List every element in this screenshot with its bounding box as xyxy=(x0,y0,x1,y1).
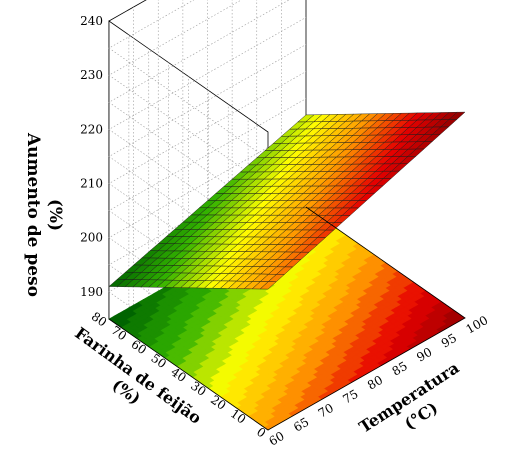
gridline-z xyxy=(108,17,307,241)
x-tick-label: 80 xyxy=(365,373,385,393)
x-tick-label: 95 xyxy=(439,331,459,351)
gridline-z xyxy=(108,0,269,187)
z-tick-label: 220 xyxy=(80,122,103,136)
gridline-z xyxy=(108,44,307,268)
z-axis-title: Aumento de peso (%) xyxy=(23,132,65,297)
tick-labels: 1902002102202302400102030405060708060657… xyxy=(80,14,490,449)
x-tick-label: 100 xyxy=(464,313,491,337)
x-axis-title: Temperatura (°C) xyxy=(356,358,463,437)
y-tick-label: 0 xyxy=(254,425,268,441)
x-tick-label: 70 xyxy=(316,401,336,421)
x-tick-label: 65 xyxy=(291,415,311,435)
x-tick-label: 90 xyxy=(414,345,434,365)
gridline-z xyxy=(108,98,307,322)
gridline-z xyxy=(108,179,307,404)
x-tick-label: 60 xyxy=(267,429,287,449)
gridline-z xyxy=(108,152,307,377)
z-tick-label: 240 xyxy=(80,14,103,28)
floor-edge xyxy=(108,206,466,431)
z-tick-label: 190 xyxy=(80,285,103,299)
gridline-z xyxy=(108,0,269,160)
y-tick-label: 80 xyxy=(89,309,110,329)
response-surface xyxy=(108,111,466,431)
z-axis-title-line2: (%) xyxy=(45,199,65,231)
z-tick-label: 230 xyxy=(80,68,103,82)
floor-contour xyxy=(108,206,466,431)
gridline-z xyxy=(108,71,307,295)
x-tick-label: 75 xyxy=(340,387,360,407)
gridline-z xyxy=(108,125,307,349)
gridline-z xyxy=(108,0,290,214)
surface-cell xyxy=(108,279,126,287)
z-axis-title-line1: Aumento de peso xyxy=(23,132,43,297)
z-tick-label: 210 xyxy=(80,177,103,191)
z-tick-label: 200 xyxy=(80,231,103,245)
x-tick-label: 85 xyxy=(390,359,410,379)
